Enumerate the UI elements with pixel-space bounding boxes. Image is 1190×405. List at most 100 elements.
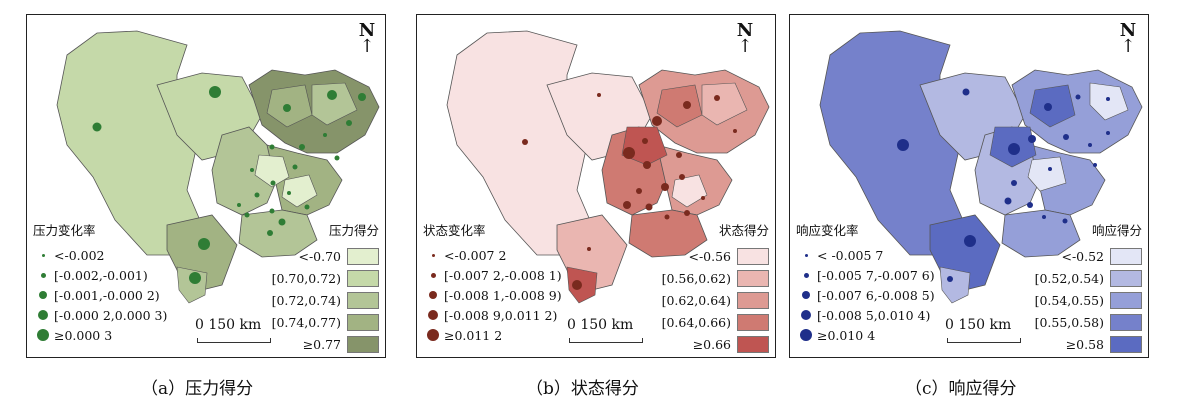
- symbol-legend-item: [-0.008 1,-0.008 9): [423, 285, 562, 305]
- rate-symbol: [643, 161, 651, 169]
- symbol-legend-label: ≥0.010 4: [817, 327, 876, 343]
- symbol-legend-label: [-0.007 2,-0.008 1): [444, 267, 562, 283]
- symbol-legend-item: <-0.007 2: [423, 245, 562, 265]
- region-ne-inner-2: [701, 82, 748, 126]
- scale-bar-label: 0 150 km: [945, 317, 1012, 333]
- rate-symbol: [733, 129, 737, 133]
- region-ne-inner-1: [1029, 84, 1076, 128]
- region-southeast: [238, 209, 318, 258]
- color-swatch: [347, 335, 379, 353]
- rate-symbol: [189, 272, 201, 284]
- rate-symbol: [1106, 97, 1110, 101]
- class-legend-item: ≥0.66: [662, 333, 769, 355]
- region-south-tip: [939, 266, 971, 304]
- dot-icon: [801, 310, 811, 320]
- rate-symbol: [1088, 143, 1092, 147]
- rate-symbol: [652, 116, 662, 126]
- class-legend-label: [0.64,0.66): [661, 314, 731, 330]
- choropleth-map: [446, 30, 770, 304]
- rate-symbol: [1093, 163, 1097, 167]
- symbol-legend-title: 状态变化率: [423, 223, 486, 238]
- symbol-legend-item: ≥0.000 3: [33, 325, 167, 345]
- color-swatch: [1110, 291, 1142, 309]
- scale-bar-line: [947, 338, 1021, 343]
- symbol-legend-title: 响应变化率: [796, 223, 859, 238]
- symbol-legend-label: [-0.008 5,0.010 4): [817, 307, 931, 323]
- rate-symbol: [267, 230, 273, 236]
- caption-c: （c）响应得分: [905, 379, 1017, 399]
- scale-bar: 0 150 km: [195, 317, 271, 343]
- north-arrow: N ↑: [357, 22, 377, 56]
- rate-symbol: [683, 101, 691, 109]
- color-swatch: [737, 247, 769, 265]
- symbol-legend-item: [-0.007 2,-0.008 1): [423, 265, 562, 285]
- symbol-legend-label: [-0.008 1,-0.008 9): [444, 287, 562, 303]
- rate-symbol: [278, 218, 286, 226]
- dot-icon: [41, 253, 45, 257]
- rate-symbol: [623, 201, 631, 209]
- region-east-inner: [281, 174, 318, 208]
- symbol-legend-label: [-0.000 2,0.000 3): [54, 307, 168, 323]
- rate-symbol: [299, 144, 305, 150]
- rate-symbol: [1063, 134, 1069, 140]
- region-southeast: [628, 209, 708, 258]
- rate-symbol: [676, 152, 682, 158]
- dot-icon: [427, 329, 439, 341]
- scale-bar-label: 0 150 km: [195, 317, 262, 333]
- dot-icon: [40, 272, 46, 278]
- class-legend-label: [0.62,0.64): [661, 292, 731, 308]
- symbol-legend-label: ≥0.000 3: [54, 327, 113, 343]
- rate-symbol: [684, 210, 690, 216]
- class-legend-item: <-0.52: [1035, 245, 1142, 267]
- rate-symbol: [1008, 143, 1020, 155]
- color-swatch: [1110, 313, 1142, 331]
- scale-bar: 0 150 km: [567, 317, 643, 343]
- caption-a: （a）压力得分: [141, 379, 254, 399]
- region-ne-inner-1: [656, 84, 703, 128]
- symbol-legend-item: [-0.008 5,0.010 4): [796, 305, 935, 325]
- rate-symbol: [237, 203, 241, 207]
- rate-symbol: [572, 280, 582, 290]
- symbol-legend-label: [-0.008 9,0.011 2): [444, 307, 558, 323]
- class-legend-item: ≥0.58: [1035, 333, 1142, 355]
- rate-symbol: [287, 191, 291, 195]
- region-center: [211, 126, 280, 216]
- rate-symbols: [897, 88, 1110, 282]
- dot-icon: [38, 310, 48, 320]
- rate-symbol: [587, 247, 591, 251]
- symbol-legend-item: ≥0.010 4: [796, 325, 935, 345]
- symbol-legend: 响应变化率 < -0.005 7 [-0.005 7,-0.007 6) [-0…: [796, 220, 935, 345]
- rate-symbol: [92, 122, 102, 132]
- rate-symbol: [270, 180, 276, 186]
- north-arrow-icon: ↑: [737, 36, 753, 57]
- rate-symbol: [250, 168, 254, 172]
- class-legend-title: 压力得分: [328, 223, 379, 238]
- rate-symbol: [334, 155, 340, 161]
- rate-symbol: [283, 104, 291, 112]
- class-legend-item: [0.52,0.54): [1035, 267, 1142, 289]
- scale-bar-line: [197, 338, 271, 343]
- class-legend-title: 响应得分: [1091, 223, 1142, 238]
- class-legend-label: [0.54,0.55): [1034, 292, 1104, 308]
- symbol-legend-title: 压力变化率: [33, 223, 96, 238]
- map-panel-b: N ↑ 状态变化率 <-0.007 2 [-0.007 2,-0.008 1) …: [416, 14, 776, 358]
- rate-symbol: [661, 183, 669, 191]
- rate-symbol: [597, 93, 601, 97]
- color-swatch: [347, 313, 379, 331]
- scale-bar-line: [569, 338, 643, 343]
- rate-symbol: [358, 93, 366, 101]
- dot-icon: [37, 329, 49, 341]
- symbol-legend-item: < -0.005 7: [796, 245, 935, 265]
- rate-symbol: [664, 214, 670, 220]
- class-legend-label: <-0.52: [1061, 248, 1104, 264]
- rate-symbol: [1004, 197, 1012, 205]
- color-swatch: [737, 313, 769, 331]
- region-shapes: [819, 30, 1143, 304]
- symbol-legend-item: [-0.001,-0.000 2): [33, 285, 167, 305]
- region-center-inner: [254, 154, 290, 188]
- dot-icon: [802, 291, 810, 299]
- rate-symbol: [209, 86, 221, 98]
- rate-symbol: [327, 90, 337, 100]
- north-label: N: [736, 20, 754, 41]
- region-east-inner: [1027, 156, 1067, 192]
